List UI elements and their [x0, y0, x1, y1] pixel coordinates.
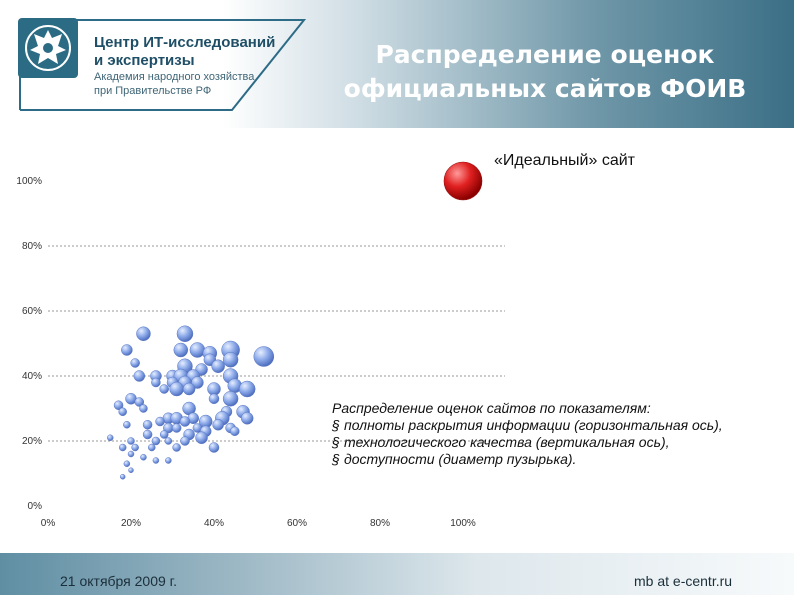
data-bubble [133, 370, 146, 382]
data-bubble [191, 376, 204, 389]
logo-org-line-2: при Правительстве РФ [94, 85, 212, 97]
data-bubble [211, 359, 225, 373]
y-tick-label: 80% [22, 241, 42, 252]
y-tick-label: 40% [22, 371, 42, 382]
data-bubble [171, 423, 182, 433]
data-bubble [240, 412, 254, 425]
footer-contact: mb at e-centr.ru [634, 573, 733, 589]
logo-block: Центр ИТ-исследований и экспертизы Акаде… [18, 18, 318, 114]
data-bubble [180, 436, 190, 446]
eagle-emblem-icon [18, 18, 78, 78]
data-bubble [130, 358, 140, 368]
data-bubble [212, 419, 224, 431]
y-tick-label: 20% [22, 436, 42, 447]
data-bubble [152, 457, 160, 464]
data-bubble [151, 377, 161, 388]
data-bubble [140, 454, 147, 461]
data-bubble [176, 325, 194, 342]
data-bubble [118, 407, 127, 416]
description-item: § доступности (диаметр пузырька). [332, 451, 577, 467]
y-tick-label: 0% [28, 501, 43, 512]
data-bubble [142, 420, 153, 430]
data-bubble [172, 443, 181, 452]
data-bubble [155, 416, 165, 427]
x-tick-label: 20% [121, 518, 141, 529]
data-bubble [222, 391, 239, 407]
data-bubble [127, 450, 135, 458]
data-bubble [222, 352, 239, 368]
data-bubble [118, 443, 127, 452]
data-bubble [208, 442, 220, 453]
chart-description: Распределение оценок сайтов по показател… [332, 400, 792, 468]
data-bubble [253, 346, 275, 367]
description-item: § технологического качества (вертикальная… [332, 434, 670, 450]
data-bubble [113, 400, 124, 410]
x-tick-label: 60% [287, 518, 307, 529]
logo-org-line: Академия народного хозяйства [94, 71, 255, 83]
data-bubble [164, 437, 173, 445]
header-band: Центр ИТ-исследований и экспертизы Акаде… [0, 0, 794, 128]
data-bubble [238, 380, 256, 398]
data-bubble [134, 397, 145, 407]
data-bubble [189, 342, 206, 358]
data-bubble [151, 436, 161, 446]
logo-subtitle: и экспертизы [94, 52, 195, 69]
x-tick-label: 0% [41, 518, 56, 529]
footer-band: 21 октября 2009 г. mb at e-centr.ru [0, 553, 794, 595]
slide-title: Распределение оценок официальных сайтов … [300, 38, 790, 106]
data-bubble [159, 384, 169, 394]
y-tick-label: 100% [16, 176, 42, 187]
data-bubble [107, 434, 114, 441]
x-tick-label: 100% [450, 518, 476, 529]
data-bubble [131, 443, 139, 452]
ideal-site-bubble [443, 161, 483, 201]
data-bubble [182, 382, 196, 396]
data-bubble [123, 460, 131, 467]
data-bubble [179, 416, 191, 427]
x-tick-label: 40% [204, 518, 224, 529]
logo-title: Центр ИТ-исследований [94, 34, 276, 51]
data-bubble [169, 381, 184, 397]
data-bubble [230, 426, 240, 436]
y-tick-label: 60% [22, 306, 42, 317]
data-bubble [119, 474, 126, 480]
slide-title-line-1: Распределение оценок [375, 40, 715, 69]
description-item: § полноты раскрытия информации (горизонта… [332, 417, 723, 433]
data-bubble [142, 429, 153, 440]
bubble-chart: 0% 20% 40% 60% 80% 100% 0% 20% 40% 60% 80% 100% [16, 161, 505, 529]
slide-title-line-2: официальных сайтов ФОИВ [343, 74, 747, 103]
data-bubble [121, 344, 133, 356]
data-bubble [128, 467, 134, 473]
x-tick-label: 80% [370, 518, 390, 529]
footer-date: 21 октября 2009 г. [60, 573, 177, 589]
data-bubble [123, 421, 131, 429]
data-bubble [127, 437, 135, 445]
data-bubble [136, 326, 151, 341]
data-bubble [139, 404, 148, 413]
data-bubble [173, 342, 189, 358]
data-bubble [208, 393, 220, 404]
data-bubble [165, 457, 172, 464]
data-bubble [195, 431, 208, 444]
data-bubble [159, 430, 169, 439]
ideal-site-label: «Идеальный» сайт [494, 152, 635, 169]
description-heading: Распределение оценок сайтов по показател… [332, 400, 651, 416]
data-bubble [148, 443, 156, 452]
